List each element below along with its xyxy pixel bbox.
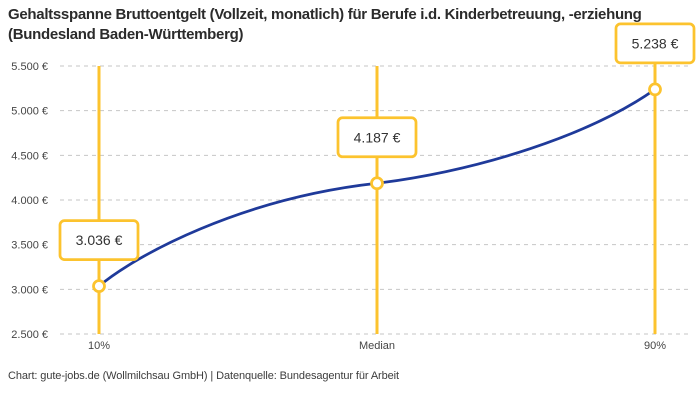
x-axis-tick-label: Median [359, 340, 395, 352]
chart-title: Gehaltsspanne Bruttoentgelt (Vollzeit, m… [8, 6, 642, 44]
y-axis-tick-label: 3.500 € [11, 240, 48, 252]
y-axis-tick-label: 2.500 € [11, 329, 48, 341]
y-axis-tick-label: 5.500 € [11, 61, 48, 73]
value-label-box [336, 116, 418, 159]
value-label: 3.036 € [76, 232, 123, 248]
data-point-marker [648, 82, 662, 97]
value-label: 4.187 € [354, 129, 401, 145]
y-axis-tick-label: 5.000 € [11, 106, 48, 118]
data-point-marker [370, 176, 384, 191]
y-axis-tick-label: 4.500 € [11, 150, 48, 162]
x-axis-tick-label: 10% [88, 340, 110, 352]
value-label-box [58, 219, 140, 261]
chart-credit: Chart: gute-jobs.de (Wollmilchsau GmbH) … [8, 370, 399, 382]
value-label-box [614, 22, 696, 65]
data-point-marker [92, 279, 106, 293]
y-axis-tick-label: 4.000 € [11, 195, 48, 207]
y-axis-tick-label: 3.000 € [11, 284, 48, 296]
value-label: 5.238 € [632, 35, 679, 51]
x-axis-tick-label: 90% [644, 340, 666, 352]
